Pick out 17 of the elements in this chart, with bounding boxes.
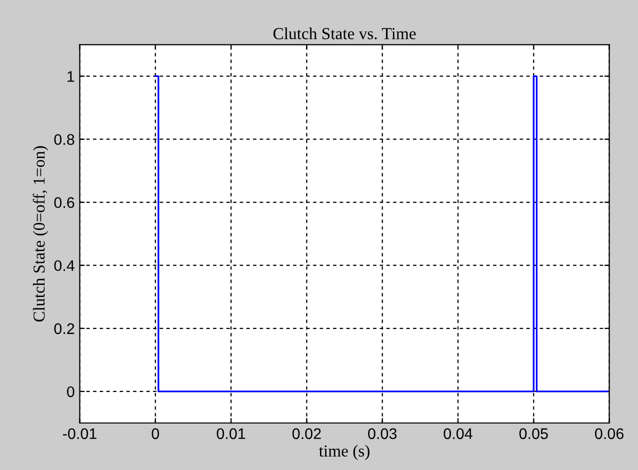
x-tick-label: -0.01 xyxy=(63,428,96,440)
x-tick-label: 0.02 xyxy=(292,428,321,440)
y-tick-label: 0.8 xyxy=(54,134,74,145)
x-axis-title: time (s) xyxy=(318,444,370,460)
y-tick-label: 0.2 xyxy=(54,323,74,334)
x-tick-label: 0.04 xyxy=(444,428,472,440)
y-tick-label: 1 xyxy=(68,71,74,82)
y-tick-label: 0.6 xyxy=(54,197,74,208)
x-tick-label: 0.03 xyxy=(368,428,397,440)
y-tick-label: 0 xyxy=(66,386,74,398)
x-tick-label: 0 xyxy=(152,428,160,440)
x-tick-label: 0.06 xyxy=(595,428,624,440)
y-tick-label: 0.4 xyxy=(54,260,74,272)
x-tick-label: 0.01 xyxy=(216,428,246,440)
chart-title: Clutch State vs. Time xyxy=(273,28,416,40)
y-axis-title: Clutch State (0=off, 1=on) xyxy=(32,146,48,322)
x-tick-label: 0.05 xyxy=(519,428,548,440)
